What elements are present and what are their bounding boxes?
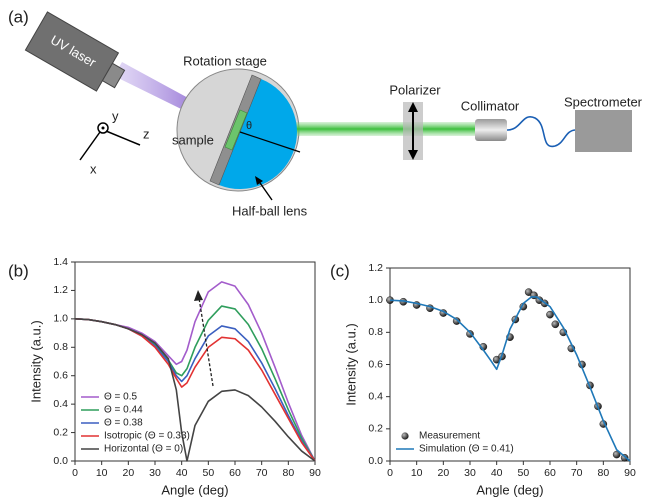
x-tick-label: 70 [571, 467, 583, 479]
x-tick-label: 30 [464, 467, 476, 479]
x-tick-label: 30 [149, 467, 161, 479]
data-point [551, 320, 560, 329]
normal-line [239, 131, 301, 153]
x-tick-label: 0 [387, 467, 393, 479]
x-axis-label: Angle (deg) [476, 482, 543, 497]
setup-diagram: (a) UV laser sample θ Rotation stage Hal… [8, 7, 643, 218]
axis-x [79, 131, 101, 161]
x-tick-label: 0 [72, 467, 78, 479]
label: Polarizer [389, 82, 441, 97]
pointer-head [255, 176, 263, 185]
legend-label: Horizontal (Θ = 0) [104, 444, 183, 455]
y-tick-label: 0.8 [53, 341, 68, 353]
legend-label: Θ = 0.38 [104, 418, 143, 429]
y-tick-label: 0.4 [53, 398, 68, 410]
y-tick-label: 0.0 [368, 455, 383, 467]
label: Collimator [461, 98, 520, 113]
y-axis-label: Intensity (a.u.) [343, 323, 358, 405]
label: y [112, 108, 119, 123]
x-tick-label: 40 [176, 467, 188, 479]
x-tick-label: 50 [202, 467, 214, 479]
y-tick-label: 0.2 [53, 426, 68, 438]
spectrometer [575, 110, 632, 152]
plot-frame [74, 261, 316, 462]
y-tick-label: 0.0 [53, 455, 68, 467]
label: θ [246, 120, 252, 132]
legend-label: Simulation (Θ = 0.41) [419, 444, 514, 455]
y-tick-label: 0.2 [368, 423, 383, 435]
x-tick-label: 60 [544, 467, 556, 479]
trend-arrow-head [194, 290, 203, 301]
x-tick-label: 40 [491, 467, 503, 479]
y-axis-label: Intensity (a.u.) [28, 320, 43, 402]
y-tick-label: 0.4 [368, 390, 383, 402]
axis-origin [97, 122, 109, 134]
y-tick-label: 1.4 [53, 256, 68, 268]
panel-label: (c) [330, 261, 350, 280]
x-tick-label: 10 [96, 467, 108, 479]
trend-arrow [198, 297, 214, 387]
panel-label: (b) [8, 261, 29, 280]
y-tick-label: 0.8 [368, 326, 383, 338]
fiber [506, 116, 577, 148]
data-point [612, 450, 621, 459]
legend-label: Isotropic (Θ = 0.33) [104, 431, 190, 442]
label: x [90, 161, 97, 176]
legend-label: Measurement [419, 431, 480, 442]
uv-laser: UV laser [24, 11, 126, 92]
legend-label: Θ = 0.44 [104, 405, 143, 416]
chart: 0.0 0.2 0.4 0.6 0.8 1.0 1.2 1.4 0 10 20 30 40 50 60 70 8… [8, 256, 321, 498]
panel-label: (a) [8, 7, 29, 26]
sample [224, 109, 248, 151]
legend-label: Θ = 0.5 [104, 392, 138, 403]
x-tick-label: 80 [597, 467, 609, 479]
label: Spectrometer [564, 94, 643, 109]
label: z [143, 126, 150, 141]
x-tick-label: 60 [229, 467, 241, 479]
x-tick-label: 90 [309, 467, 321, 479]
label: Rotation stage [183, 53, 267, 68]
x-tick-label: 50 [517, 467, 529, 479]
x-axis-label: Angle (deg) [161, 482, 228, 497]
x-tick-label: 70 [256, 467, 268, 479]
axis-origin-dot [101, 126, 105, 130]
y-tick-label: 1.0 [53, 313, 68, 325]
x-tick-label: 10 [411, 467, 423, 479]
half-ball-lens [219, 79, 297, 189]
legend-marker [401, 432, 409, 440]
y-tick-label: 1.0 [368, 294, 383, 306]
series-line [389, 296, 631, 462]
x-tick-label: 20 [437, 467, 449, 479]
axis-z [105, 130, 141, 146]
y-tick-label: 1.2 [368, 262, 383, 274]
chart: 0.0 0.2 0.4 0.6 0.8 1.0 1.2 0 10 20 30 40 50 60 70 80 90… [330, 261, 636, 497]
label: Half-ball lens [232, 203, 308, 218]
arrow-head [408, 150, 418, 160]
x-tick-label: 90 [624, 467, 636, 479]
x-tick-label: 80 [282, 467, 294, 479]
data-point [546, 310, 554, 319]
x-tick-label: 20 [122, 467, 134, 479]
series-line [74, 318, 316, 462]
arrow-head [408, 102, 418, 112]
label: sample [172, 132, 214, 147]
y-tick-label: 0.6 [368, 358, 383, 370]
y-tick-label: 1.2 [53, 284, 68, 296]
pointer [257, 179, 273, 201]
y-tick-label: 0.6 [53, 369, 68, 381]
collimator [475, 119, 507, 141]
